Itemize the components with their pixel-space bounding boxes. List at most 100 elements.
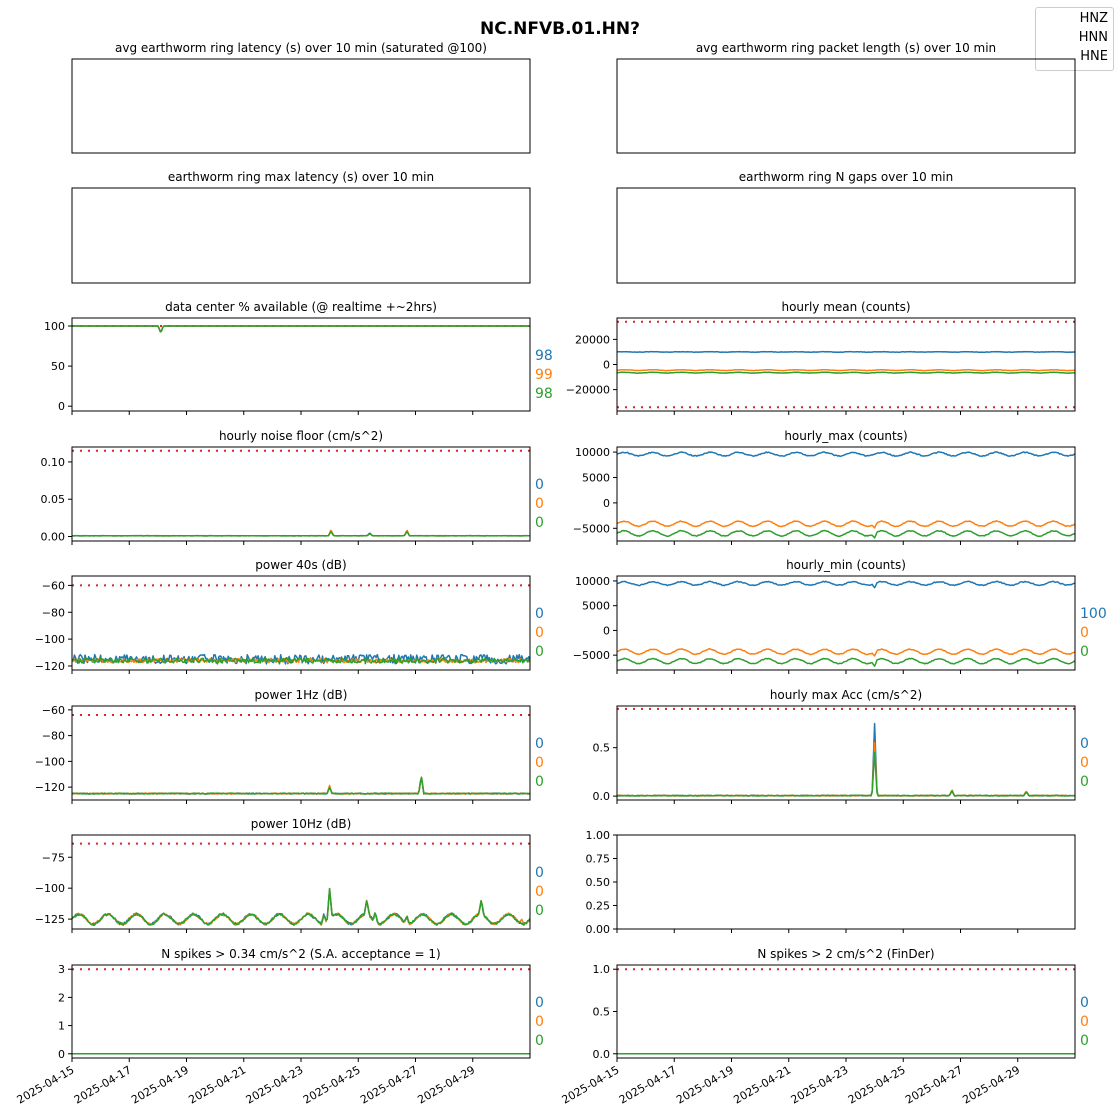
y-tick-label: 0 bbox=[58, 1048, 65, 1061]
axes-frame bbox=[616, 446, 1076, 542]
panel-power-40s: power 40s (dB) −60 −80 −100 −120 0 0 0 bbox=[35, 558, 544, 674]
y-tick-label: −100 bbox=[35, 633, 65, 646]
side-value-hnn: 0 bbox=[1080, 1014, 1089, 1030]
series-line-hnn bbox=[617, 648, 1075, 657]
y-tick-label: 0 bbox=[603, 624, 610, 637]
y-tick-label: −100 bbox=[35, 882, 65, 895]
y-tick-label: 1.00 bbox=[586, 829, 611, 842]
y-tick-label: −100 bbox=[35, 755, 65, 768]
side-value-hne: 0 bbox=[1080, 1033, 1089, 1049]
y-tick-label: 0.50 bbox=[586, 876, 611, 889]
axes-frame bbox=[616, 317, 1076, 412]
x-tick-label: 2025-04-19 bbox=[674, 1063, 736, 1106]
y-tick-label: 0.5 bbox=[593, 1006, 611, 1019]
series-line-hne bbox=[617, 529, 1075, 539]
series-line-hnz bbox=[617, 350, 1075, 354]
side-value-hnz: 0 bbox=[535, 995, 544, 1011]
side-value-hnn: 0 bbox=[1080, 625, 1089, 641]
plot-area bbox=[617, 580, 1075, 667]
side-value-hne: 0 bbox=[1080, 774, 1089, 790]
x-tick-label: 2025-04-17 bbox=[72, 1063, 134, 1106]
panel-title: avg earthworm ring latency (s) over 10 m… bbox=[115, 41, 487, 55]
x-tick-label: 2025-04-23 bbox=[789, 1063, 851, 1106]
axes-frame bbox=[71, 317, 531, 412]
series-line-hne bbox=[72, 657, 530, 664]
figure-title: NC.NFVB.01.HN? bbox=[479, 19, 640, 39]
panel-title: data center % available (@ realtime +~2h… bbox=[165, 300, 437, 314]
x-tick-label: 2025-04-27 bbox=[358, 1063, 420, 1106]
axes-frame bbox=[71, 705, 531, 801]
side-value-hnn: 0 bbox=[535, 625, 544, 641]
side-value-hne: 0 bbox=[535, 903, 544, 919]
axes-frame bbox=[71, 446, 531, 542]
y-tick-label: 100 bbox=[44, 320, 65, 333]
panel-title: power 10Hz (dB) bbox=[251, 817, 352, 831]
panel-title: hourly mean (counts) bbox=[781, 300, 910, 314]
panel-title: avg earthworm ring packet length (s) ove… bbox=[696, 41, 996, 55]
axes-frame bbox=[71, 58, 531, 154]
legend-entry-hnz: HNZ bbox=[1079, 11, 1108, 26]
y-tick-label: 0.0 bbox=[593, 1048, 611, 1061]
axes-frame bbox=[616, 834, 1076, 930]
series-line-hnn bbox=[617, 520, 1075, 529]
panel-power-1hz: power 1Hz (dB) −60 −80 −100 −120 0 0 0 bbox=[35, 688, 544, 804]
plot-area bbox=[617, 320, 1075, 409]
panel-title: hourly max Acc (cm/s^2) bbox=[770, 688, 922, 702]
panel-max-latency: earthworm ring max latency (s) over 10 m… bbox=[71, 170, 531, 284]
y-tick-label: −120 bbox=[35, 660, 65, 673]
y-tick-label: 0 bbox=[58, 400, 65, 413]
y-tick-label: −60 bbox=[42, 704, 65, 717]
side-value-hne: 0 bbox=[535, 515, 544, 531]
panel-title: hourly_min (counts) bbox=[786, 558, 906, 572]
axes-frame bbox=[71, 187, 531, 284]
side-value-hnn: 0 bbox=[1080, 755, 1089, 771]
series-line-hne bbox=[72, 776, 530, 795]
series-line-hnz bbox=[72, 325, 530, 332]
series-line-hnz bbox=[72, 777, 530, 795]
panel-empty-panel: 1.00 0.75 0.50 0.25 0.00 bbox=[586, 829, 1076, 936]
series-line-hnn bbox=[72, 776, 530, 795]
panel-title: hourly_max (counts) bbox=[784, 429, 907, 443]
x-tick-label: 2025-04-17 bbox=[617, 1063, 679, 1106]
panel-title: power 40s (dB) bbox=[255, 558, 346, 572]
y-tick-label: 2 bbox=[58, 991, 65, 1004]
y-tick-label: 0.75 bbox=[586, 853, 611, 866]
plot-area bbox=[72, 584, 530, 665]
side-value-hnz: 0 bbox=[1080, 995, 1089, 1011]
y-tick-label: 5000 bbox=[582, 600, 610, 613]
side-value-hne: 0 bbox=[535, 1033, 544, 1049]
y-tick-label: −80 bbox=[42, 606, 65, 619]
y-tick-label: −75 bbox=[42, 851, 65, 864]
panel-noise-floor: hourly noise floor (cm/s^2) 0.10 0.05 0.00 0… bbox=[41, 429, 544, 545]
plot-area bbox=[72, 968, 530, 1055]
side-value-hnn: 99 bbox=[535, 367, 553, 383]
series-line-hnn bbox=[617, 741, 1075, 797]
y-tick-label: −20000 bbox=[566, 384, 610, 397]
x-tick-label: 2025-04-21 bbox=[731, 1063, 793, 1106]
series-line-hne bbox=[617, 751, 1075, 797]
series-line-hne bbox=[72, 887, 530, 926]
side-value-hnz: 0 bbox=[1080, 736, 1089, 752]
side-value-hnz: 100 bbox=[1080, 606, 1107, 622]
x-tick-label: 2025-04-21 bbox=[186, 1063, 248, 1106]
legend: HNZ HNN HNE bbox=[1035, 7, 1114, 71]
x-tick-label: 2025-04-25 bbox=[846, 1063, 908, 1106]
legend-entry-hnn: HNN bbox=[1078, 30, 1108, 45]
panel-spikes-034: N spikes > 0.34 cm/s^2 (S.A. acceptance … bbox=[15, 947, 544, 1107]
panel-title: N spikes > 2 cm/s^2 (FinDer) bbox=[757, 947, 934, 961]
y-tick-label: 0.05 bbox=[41, 493, 66, 506]
series-line-hnz bbox=[617, 580, 1075, 589]
y-tick-label: 0.5 bbox=[593, 742, 611, 755]
x-tick-label: 2025-04-29 bbox=[415, 1063, 477, 1106]
panel-avg-packet-length: avg earthworm ring packet length (s) ove… bbox=[616, 41, 1076, 154]
x-tick-label: 2025-04-29 bbox=[960, 1063, 1022, 1106]
series-line-hnn bbox=[617, 368, 1075, 372]
y-tick-label: 20000 bbox=[575, 333, 610, 346]
side-value-hnz: 0 bbox=[535, 736, 544, 752]
side-value-hne: 0 bbox=[535, 644, 544, 660]
y-tick-label: 10000 bbox=[575, 575, 610, 588]
y-tick-label: 0.0 bbox=[593, 790, 611, 803]
panel-power-10hz: power 10Hz (dB) −75 −100 −125 0 0 0 bbox=[35, 817, 544, 933]
y-tick-label: 0.00 bbox=[41, 531, 66, 544]
